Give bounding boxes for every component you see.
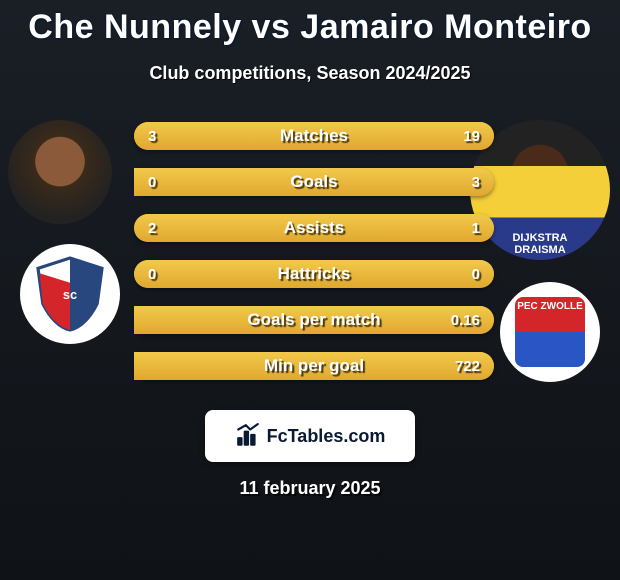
brand-pill: FcTables.com: [205, 410, 415, 462]
chart-icon: [235, 423, 261, 449]
svg-text:sc: sc: [63, 287, 77, 302]
stat-row: 21Assists: [134, 214, 494, 242]
stat-label: Matches: [134, 122, 494, 150]
page-subtitle: Club competitions, Season 2024/2025: [0, 63, 620, 84]
stats-bars: 319Matches 03Goals 21Assists 00Hattricks 0.1…: [134, 122, 494, 398]
page-title: Che Nunnely vs Jamairo Monteiro: [0, 0, 620, 47]
stat-label: Goals per match: [134, 306, 494, 334]
comparison-panel: sc DIJKSTRADRAISMA PEC ZWOLLE 319Matches…: [0, 114, 620, 404]
left-player-avatar: [8, 120, 112, 224]
stat-label: Hattricks: [134, 260, 494, 288]
stat-row: 03Goals: [134, 168, 494, 196]
left-club-badge: sc: [20, 244, 120, 344]
stat-row: 00Hattricks: [134, 260, 494, 288]
stat-row: 319Matches: [134, 122, 494, 150]
right-club-text: PEC ZWOLLE: [517, 301, 583, 312]
date-label: 11 february 2025: [0, 478, 620, 499]
stat-label: Goals: [134, 168, 494, 196]
stat-row: 722Min per goal: [134, 352, 494, 380]
stat-label: Assists: [134, 214, 494, 242]
right-club-badge: PEC ZWOLLE: [500, 282, 600, 382]
stat-row: 0.16Goals per match: [134, 306, 494, 334]
pec-zwolle-shield-icon: PEC ZWOLLE: [515, 297, 585, 367]
heerenveen-shield-icon: sc: [30, 254, 110, 334]
brand-label: FcTables.com: [267, 426, 386, 447]
stat-label: Min per goal: [134, 352, 494, 380]
